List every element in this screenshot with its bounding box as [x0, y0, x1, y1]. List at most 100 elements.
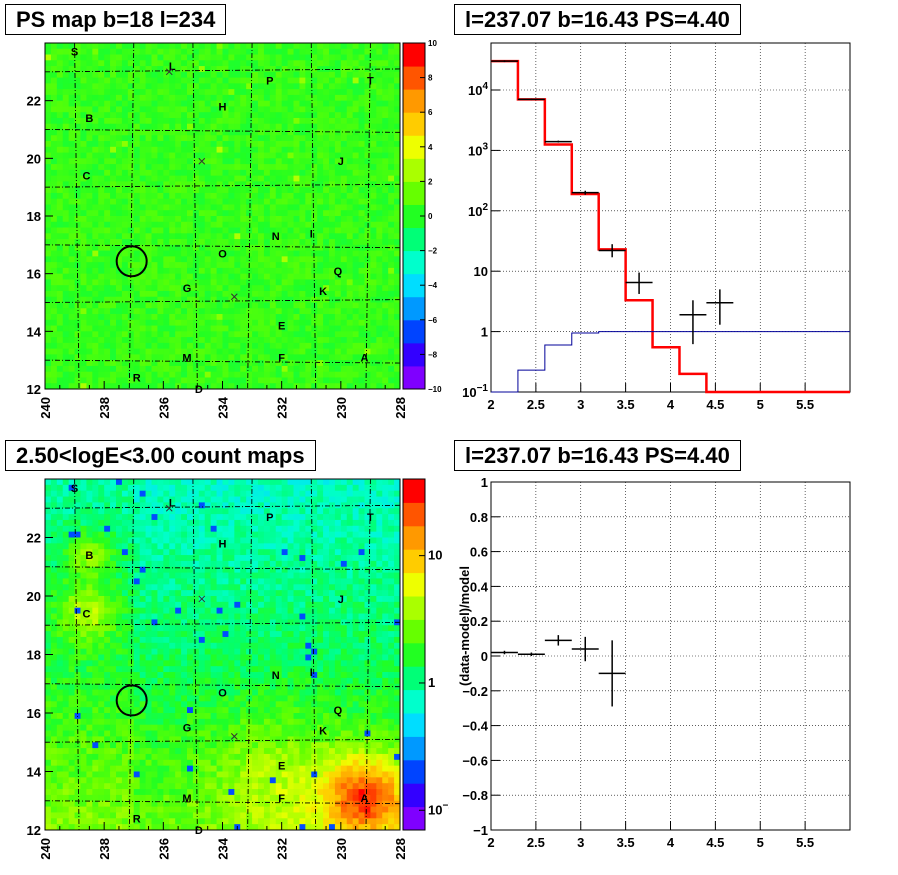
map-pixel — [121, 371, 129, 378]
map-pixel — [127, 296, 135, 303]
map-pixel — [80, 314, 87, 321]
map-pixel — [364, 100, 371, 107]
map-pixel — [388, 590, 395, 597]
map-pixel — [376, 204, 383, 211]
map-pixel — [281, 152, 288, 159]
map-pixel — [358, 89, 365, 96]
map-pixel — [157, 348, 164, 355]
map-pixel — [169, 572, 176, 579]
map-pixel — [216, 129, 223, 136]
map-pixel — [181, 77, 188, 84]
map-pixel — [388, 117, 395, 125]
map-pixel — [210, 383, 217, 390]
map-pixel — [145, 543, 152, 550]
map-pixel — [139, 578, 146, 585]
map-pixel — [127, 566, 135, 573]
map-pixel — [358, 383, 365, 390]
map-pixel — [234, 94, 241, 102]
map-pixel — [305, 187, 312, 194]
map-pixel — [145, 158, 152, 165]
map-pixel — [127, 100, 135, 107]
map-pixel — [340, 129, 348, 136]
map-pixel — [68, 66, 75, 73]
map-pixel — [293, 502, 300, 509]
map-pixel — [382, 531, 389, 538]
map-pixel — [175, 360, 182, 367]
map-pixel — [287, 319, 294, 326]
map-pixel — [80, 181, 87, 188]
map-pixel — [358, 296, 365, 303]
map-pixel — [187, 371, 194, 378]
map-pixel — [317, 169, 324, 177]
map-pixel — [382, 314, 389, 321]
map-pixel — [92, 141, 99, 148]
map-pixel — [86, 129, 93, 136]
map-pixel — [293, 590, 300, 597]
map-pixel — [394, 314, 401, 321]
map-pixel — [127, 290, 135, 298]
map-pixel — [222, 100, 229, 107]
map-pixel — [198, 279, 206, 286]
map-pixel — [240, 141, 247, 148]
map-pixel — [287, 383, 294, 390]
map-pixel — [151, 244, 158, 251]
map-pixel — [121, 100, 129, 107]
map-pixel — [275, 560, 283, 568]
map-pixel — [246, 319, 253, 326]
map-pixel — [68, 484, 75, 492]
map-pixel — [376, 371, 383, 378]
map-pixel — [222, 106, 229, 113]
map-pixel — [80, 210, 87, 217]
map-pixel — [287, 543, 294, 550]
map-pixel — [346, 141, 354, 148]
spectrum-y-tick-label-base: 10 — [462, 385, 476, 400]
map-pixel — [80, 187, 87, 194]
map-pixel — [92, 331, 99, 338]
map-pixel — [246, 377, 253, 384]
map-pixel — [45, 273, 52, 280]
ps-position-circle — [115, 245, 148, 278]
map-pixel — [175, 54, 182, 61]
map-pixel — [68, 525, 75, 533]
map-pixel — [311, 141, 318, 148]
map-pixel — [116, 83, 123, 90]
map-pixel — [127, 169, 135, 177]
map-pixel — [323, 221, 330, 228]
map-pixel — [62, 146, 70, 153]
map-pixel — [388, 262, 395, 269]
map-pixel — [222, 250, 229, 257]
map-pixel — [163, 267, 170, 275]
map-pixel — [121, 146, 129, 153]
map-pixel — [269, 566, 277, 573]
map-pixel — [263, 348, 271, 355]
map-pixel — [346, 360, 354, 367]
map-pixel — [323, 204, 330, 211]
map-pixel — [370, 354, 377, 361]
map-pixel — [317, 331, 324, 338]
map-pixel — [222, 66, 229, 73]
map-pixel — [317, 590, 324, 597]
map-pixel — [222, 146, 229, 153]
map-pixel — [299, 250, 306, 257]
map-pixel — [382, 54, 389, 61]
map-pixel — [50, 537, 58, 544]
map-pixel — [151, 560, 158, 568]
map-pixel — [287, 256, 294, 263]
map-grid-parallel — [44, 244, 401, 249]
map-pixel — [240, 371, 247, 378]
map-pixel — [258, 198, 265, 205]
map-pixel — [228, 181, 235, 188]
map-pixel — [275, 555, 283, 562]
map-pixel — [287, 590, 294, 597]
map-pixel — [86, 502, 93, 509]
map-pixel — [364, 290, 371, 298]
map-pixel — [104, 502, 111, 509]
map-pixel — [364, 216, 371, 223]
map-pixel — [394, 490, 401, 497]
map-pixel — [210, 117, 217, 125]
map-pixel — [228, 525, 235, 533]
map-pixel — [62, 94, 70, 102]
spectrum-series-1 — [491, 331, 850, 393]
map-pixel — [157, 296, 164, 303]
map-pixel — [198, 94, 206, 102]
